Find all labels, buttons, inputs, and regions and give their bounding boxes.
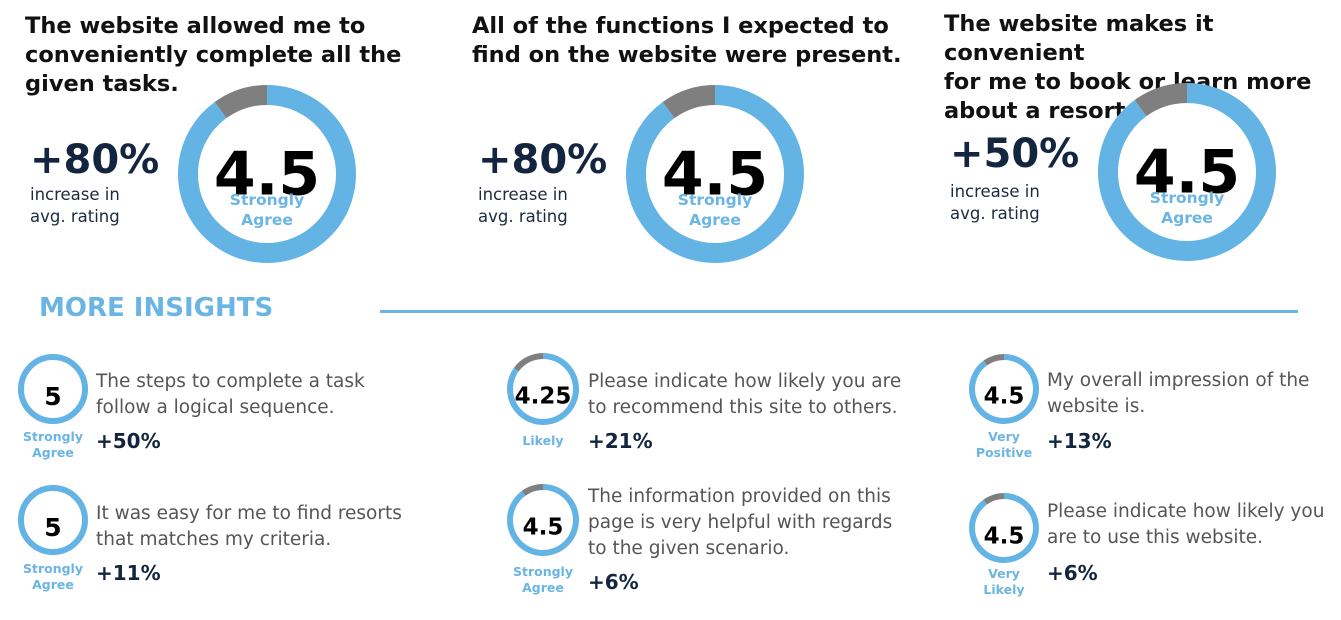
donut-rating-label: Strongly [23, 561, 83, 576]
donut-rating-label: Likely [983, 582, 1024, 597]
insight-change-6: +6% [1047, 561, 1098, 585]
donut-rating-label: Agree [241, 211, 293, 229]
section-divider [380, 310, 1298, 313]
headline-increase-note-2: increase in avg. rating [478, 185, 568, 226]
headline-increase-note-1: increase in avg. rating [30, 185, 120, 226]
donut-rating-label: Strongly [23, 429, 83, 444]
donut-filled-arc [969, 354, 1039, 424]
donut-remainder-arc [214, 85, 268, 119]
donut-remainder-arc [983, 493, 1005, 505]
donut-filled-arc [507, 353, 579, 425]
insight-question-6: Please indicate how likely you are to us… [1047, 501, 1325, 548]
donut-rating-label: Strongly [1150, 189, 1224, 207]
donut-rating-label: Very [988, 566, 1020, 581]
donut-filled-arc [626, 85, 804, 263]
insight-question-4: It was easy for me to find resorts that … [96, 503, 402, 550]
donut-rating-label: Very [988, 429, 1020, 444]
headline-increase-2: +80% [478, 137, 608, 183]
headline-increase-note-3: increase in avg. rating [950, 182, 1040, 223]
donut-value-label: 4.25 [515, 384, 572, 410]
donut-filled-arc [18, 354, 88, 424]
insight-change-3: +13% [1047, 429, 1112, 453]
donut-rating-label: Agree [32, 445, 74, 460]
donut-rating-label: Likely [522, 433, 563, 448]
insight-change-2: +21% [588, 429, 653, 453]
donut-filled-arc [18, 485, 88, 555]
donut-filled-arc [969, 493, 1039, 563]
donut-remainder-arc [521, 484, 544, 496]
section-title: MORE INSIGHTS [39, 293, 274, 323]
headline-question-2: All of the functions I expected to find … [472, 13, 902, 68]
donut-value-label: 5 [44, 382, 61, 411]
donut-rating-label: Strongly [678, 191, 752, 209]
donut-rating-label: Agree [1161, 209, 1213, 227]
donut-rating-label: Agree [522, 580, 564, 595]
donut-rating-label: Strongly [513, 564, 573, 579]
donut-remainder-arc [662, 85, 716, 119]
donut-value-label: 5 [44, 513, 61, 542]
donut-gauge-5: 4.25 Likely [507, 353, 579, 448]
insight-change-5: +6% [588, 570, 639, 594]
donut-filled-arc [507, 484, 579, 556]
insight-change-1: +50% [96, 429, 161, 453]
donut-value-label: 4.5 [662, 140, 768, 210]
insight-question-2: Please indicate how likely you are to re… [588, 371, 902, 418]
donut-value-label: 4.5 [523, 515, 564, 541]
donut-filled-arc [1098, 83, 1276, 261]
donut-value-label: 4.5 [984, 524, 1025, 550]
donut-value-label: 4.5 [984, 384, 1025, 410]
donut-remainder-arc [983, 354, 1005, 366]
donut-value-label: 4.5 [214, 140, 320, 210]
donut-rating-label: Agree [32, 577, 74, 592]
insight-change-4: +11% [96, 561, 161, 585]
insight-question-5: The information provided on this page is… [588, 486, 893, 559]
insight-question-3: My overall impression of the website is. [1047, 370, 1310, 417]
donut-rating-label: Agree [689, 211, 741, 229]
headline-question-1: The website allowed me to conveniently c… [25, 13, 402, 97]
donut-value-label: 4.5 [1134, 138, 1240, 208]
donut-rating-label: Positive [976, 445, 1032, 460]
donut-remainder-arc [1134, 83, 1188, 117]
donut-filled-arc [178, 85, 356, 263]
headline-increase-3: +50% [950, 131, 1080, 177]
headline-increase-1: +80% [30, 137, 160, 183]
donut-rating-label: Strongly [230, 191, 304, 209]
donut-remainder-arc [513, 353, 544, 372]
insight-question-1: The steps to complete a task follow a lo… [96, 371, 365, 418]
